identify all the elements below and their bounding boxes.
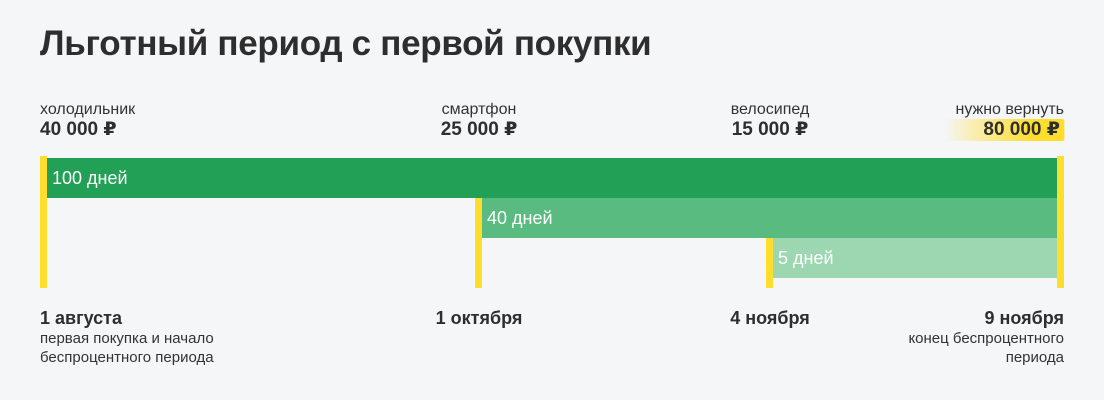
period-bar-5-label: 5 дней xyxy=(778,248,834,268)
period-bar-100-label: 100 дней xyxy=(52,168,128,188)
total-to-return: нужно вернуть 80 000 ₽ xyxy=(943,101,1064,141)
page-title: Льготный период с первой покупки xyxy=(40,24,652,63)
marker-third-purchase xyxy=(766,238,773,288)
purchase-bicycle: велосипед 15 000 ₽ xyxy=(731,101,810,141)
period-bar-40: 40 дней xyxy=(479,198,1060,238)
date-start-note-2: беспроцентного периода xyxy=(40,349,214,366)
purchase-fridge-amount: 40 000 ₽ xyxy=(40,119,117,140)
marker-end xyxy=(1057,156,1064,288)
purchase-smartphone-item: смартфон xyxy=(441,101,517,118)
purchase-smartphone-amount: 25 000 ₽ xyxy=(440,119,518,140)
purchase-fridge: холодильник 40 000 ₽ xyxy=(40,101,135,141)
date-third: 4 ноября xyxy=(730,307,810,329)
total-to-return-label: нужно вернуть xyxy=(955,101,1064,118)
date-end-note-1: конец беспроцентного xyxy=(908,330,1064,347)
marker-start xyxy=(40,156,47,288)
date-second-value: 1 октября xyxy=(435,308,523,328)
date-start-value: 1 августа xyxy=(40,308,122,328)
date-start-note-1: первая покупка и начало xyxy=(40,330,214,347)
period-bar-100: 100 дней xyxy=(44,158,1060,198)
purchase-smartphone: смартфон 25 000 ₽ xyxy=(441,101,518,141)
purchase-bicycle-amount: 15 000 ₽ xyxy=(731,119,809,140)
purchase-fridge-item: холодильник xyxy=(40,101,136,118)
date-end-note-2: периода xyxy=(1005,349,1064,366)
date-second: 1 октября xyxy=(436,307,523,329)
period-bar-5: 5 дней xyxy=(770,238,1060,278)
total-to-return-amount-wrap: 80 000 ₽ xyxy=(943,119,1064,141)
marker-second-purchase xyxy=(475,198,482,288)
period-bar-40-label: 40 дней xyxy=(487,208,553,228)
total-to-return-amount: 80 000 ₽ xyxy=(943,119,1064,141)
date-third-value: 4 ноября xyxy=(730,308,810,328)
date-start: 1 августа первая покупка и начало беспро… xyxy=(40,307,214,367)
date-end: 9 ноября конец беспроцентного периода xyxy=(908,307,1064,367)
date-end-value: 9 ноября xyxy=(984,308,1064,328)
purchase-bicycle-item: велосипед xyxy=(730,101,810,118)
